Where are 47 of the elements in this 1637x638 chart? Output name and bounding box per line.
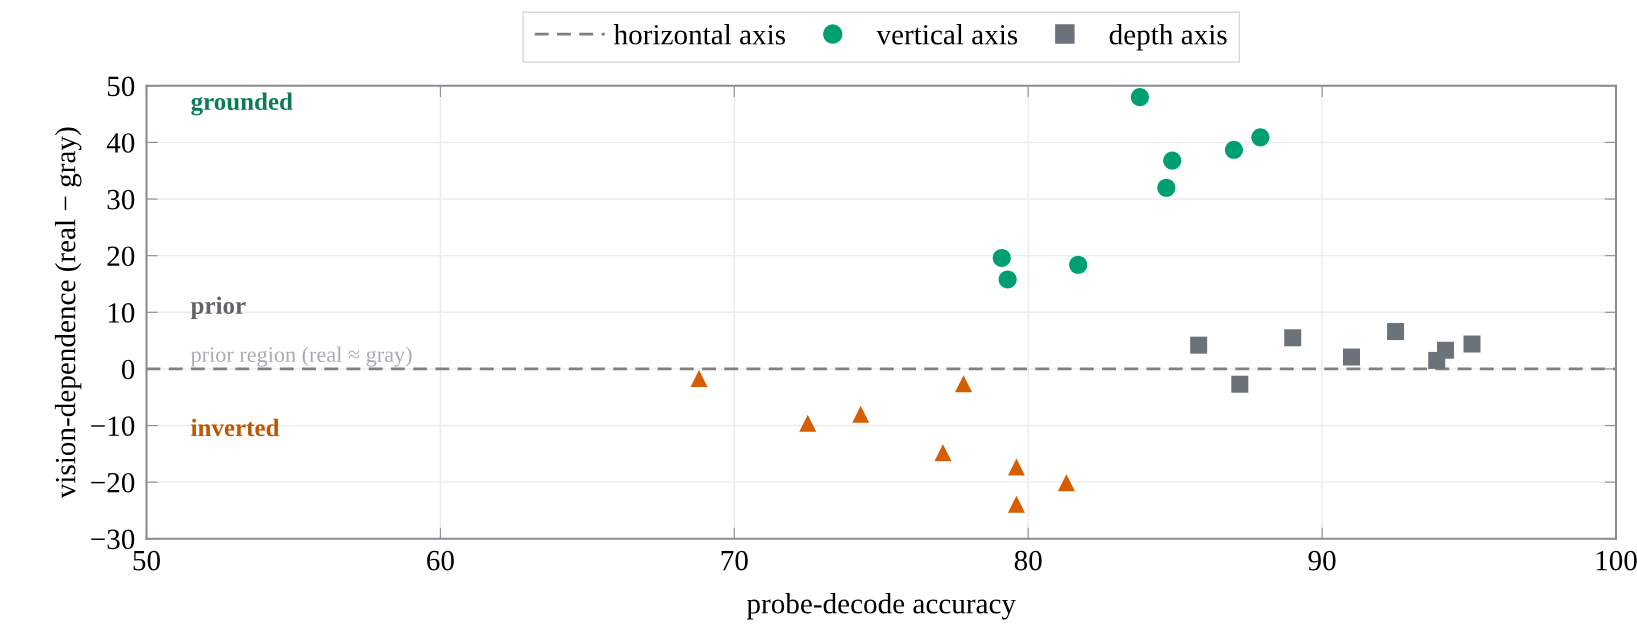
point bbox=[992, 248, 1011, 267]
y-tick-label: 50 bbox=[107, 76, 135, 97]
point bbox=[1231, 375, 1249, 393]
x-tick-label: 80 bbox=[1014, 550, 1042, 571]
point bbox=[1130, 88, 1149, 107]
x-tick-label: 100 bbox=[1596, 550, 1637, 571]
y-tick-label: 10 bbox=[108, 303, 135, 323]
x-tick-label: 70 bbox=[721, 550, 748, 571]
point bbox=[955, 375, 973, 393]
point bbox=[1190, 336, 1208, 354]
y-tick-label: 30 bbox=[107, 189, 135, 210]
x-tick-label: 60 bbox=[427, 550, 454, 571]
point bbox=[1387, 323, 1405, 341]
point bbox=[934, 444, 952, 462]
y-tick-label: 40 bbox=[106, 133, 135, 153]
y-tick-label: −20 bbox=[91, 472, 135, 493]
y-tick-label: −10 bbox=[91, 416, 135, 436]
x-axis-title: probe-decode accuracy bbox=[746, 593, 1016, 620]
legend-label: depth axis bbox=[1109, 24, 1227, 51]
y-tick-label: 0 bbox=[121, 359, 135, 380]
x-tick-label: 90 bbox=[1308, 550, 1336, 571]
point bbox=[799, 414, 817, 432]
point bbox=[998, 270, 1017, 289]
y-tick-label: 20 bbox=[107, 246, 135, 267]
annotation: inverted bbox=[191, 418, 280, 437]
annotation: prior region (real ≈ gray) bbox=[190, 346, 412, 367]
point bbox=[1463, 335, 1481, 353]
point bbox=[1007, 458, 1025, 476]
point bbox=[1284, 329, 1302, 347]
point bbox=[1057, 474, 1075, 492]
point bbox=[1437, 341, 1455, 359]
point bbox=[852, 405, 870, 423]
x-tick-label: 50 bbox=[133, 550, 160, 571]
y-tick-label: −30 bbox=[91, 529, 135, 550]
point bbox=[1069, 255, 1088, 274]
point bbox=[1224, 140, 1243, 159]
point bbox=[1007, 495, 1025, 513]
y-axis-title: vision-dependence (real − gray) bbox=[54, 127, 82, 499]
point bbox=[1342, 348, 1360, 366]
point bbox=[1163, 151, 1182, 170]
legend-label: horizontal axis bbox=[613, 24, 786, 45]
legend-label: vertical axis bbox=[876, 24, 1018, 45]
annotation: prior bbox=[190, 296, 246, 320]
annotation: grounded bbox=[191, 92, 293, 116]
point bbox=[1251, 128, 1270, 147]
point bbox=[690, 370, 708, 388]
point bbox=[1157, 178, 1176, 197]
